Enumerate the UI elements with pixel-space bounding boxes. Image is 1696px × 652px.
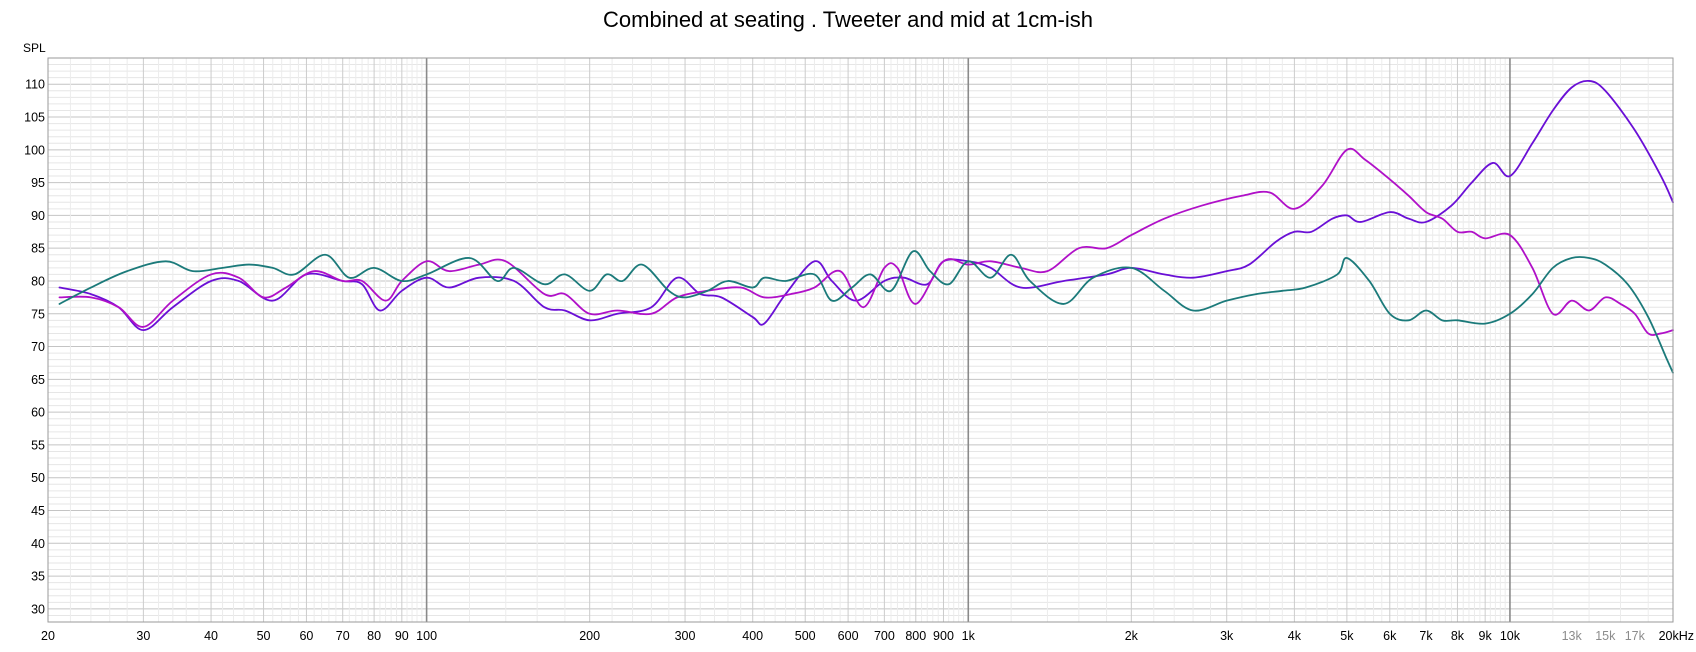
y-tick-label: 35 — [31, 570, 45, 584]
x-tick-label: 2k — [1125, 629, 1139, 643]
x-tick-label: 5k — [1340, 629, 1354, 643]
x-tick-label: 200 — [579, 629, 600, 643]
x-tick-label: 1k — [962, 629, 976, 643]
x-tick-label: 40 — [204, 629, 218, 643]
x-tick-label: 20kHz — [1659, 629, 1694, 643]
x-tick-label: 20 — [41, 629, 55, 643]
x-tick-label: 600 — [838, 629, 859, 643]
y-tick-label: 60 — [31, 406, 45, 420]
y-tick-label: 30 — [31, 602, 45, 616]
x-tick-label: 90 — [395, 629, 409, 643]
x-tick-label: 17k — [1625, 629, 1646, 643]
x-tick-label: 50 — [257, 629, 271, 643]
x-tick-labels: 20 30 40 50 60 70 80 90 100 200 300 400 500 600 700 800… — [41, 629, 1694, 643]
y-tick-label: 40 — [31, 537, 45, 551]
x-tick-label: 3k — [1220, 629, 1234, 643]
x-tick-label: 800 — [905, 629, 926, 643]
x-tick-label: 900 — [933, 629, 954, 643]
x-tick-label: 60 — [299, 629, 313, 643]
y-tick-labels: 30 35 40 45 50 55 60 65 70 75 80 85 90 95 100 105 110 — [24, 78, 45, 617]
y-tick-label: 80 — [31, 274, 45, 288]
x-tick-label: 30 — [136, 629, 150, 643]
x-tick-label: 300 — [675, 629, 696, 643]
y-tick-label: 95 — [31, 176, 45, 190]
x-tick-label: 500 — [795, 629, 816, 643]
y-tick-label: 75 — [31, 307, 45, 321]
x-tick-label: 4k — [1288, 629, 1302, 643]
grid — [47, 57, 1674, 623]
x-tick-label: 8k — [1451, 629, 1465, 643]
x-tick-label: 400 — [742, 629, 763, 643]
y-tick-label: 70 — [31, 340, 45, 354]
x-tick-label: 7k — [1419, 629, 1433, 643]
series-line-1 — [58, 79, 1674, 332]
series-line-2 — [58, 147, 1674, 336]
y-tick-label: 45 — [31, 504, 45, 518]
y-tick-label: 100 — [24, 143, 45, 157]
chart-title: Combined at seating . Tweeter and mid at… — [603, 7, 1093, 32]
x-tick-label: 10k — [1500, 629, 1521, 643]
plot-frame — [47, 57, 1674, 623]
x-tick-label: 6k — [1383, 629, 1397, 643]
x-tick-label: 15k — [1595, 629, 1616, 643]
y-tick-label: 55 — [31, 438, 45, 452]
y-tick-label: 65 — [31, 373, 45, 387]
x-tick-label: 700 — [874, 629, 895, 643]
x-tick-label: 100 — [416, 629, 437, 643]
x-tick-label: 9k — [1479, 629, 1493, 643]
y-tick-label: 50 — [31, 471, 45, 485]
y-tick-label: 105 — [24, 111, 45, 125]
y-tick-label: 90 — [31, 209, 45, 223]
series-line-3 — [58, 250, 1674, 374]
y-tick-label: 110 — [25, 78, 45, 92]
x-tick-label: 13k — [1562, 629, 1583, 643]
x-tick-label: 80 — [367, 629, 381, 643]
y-axis-label: SPL — [23, 41, 46, 55]
series-lines — [58, 79, 1674, 374]
y-tick-label: 85 — [31, 242, 45, 256]
x-tick-label: 70 — [336, 629, 350, 643]
